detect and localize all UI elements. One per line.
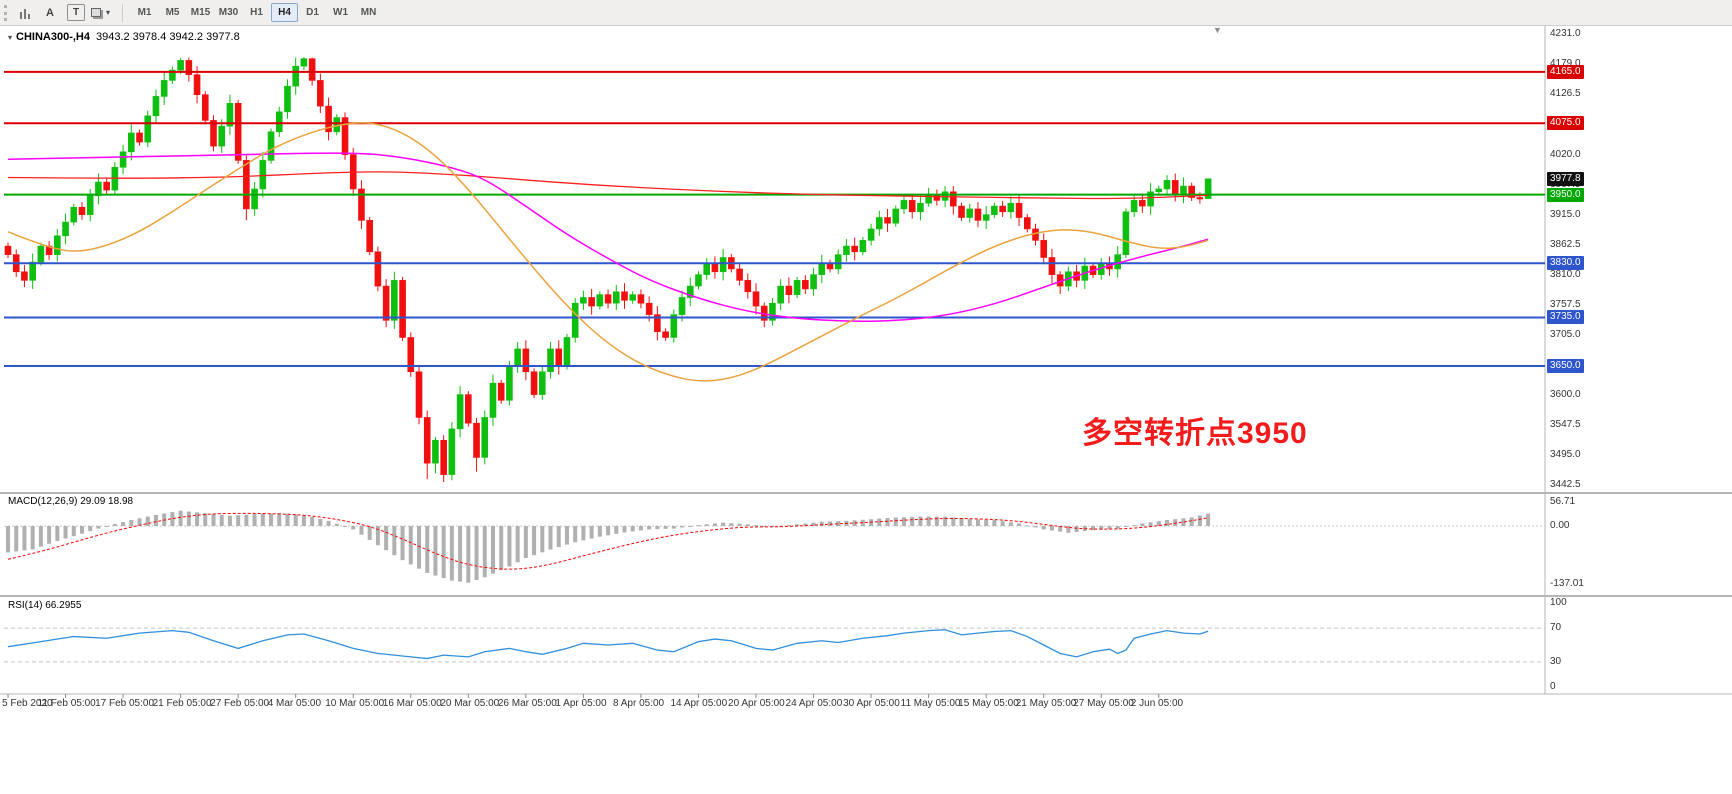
time-label: 4 Mar 05:00	[267, 698, 322, 709]
time-label: 21 May 05:00	[1015, 698, 1077, 709]
time-axis[interactable]: 5 Feb 2020 11 Feb 05:00 17 Feb 05:00 21 Feb…	[0, 697, 1545, 713]
chart-canvas[interactable]	[0, 0, 1732, 714]
timeframe-mn[interactable]: MN	[360, 7, 377, 18]
price-tick: 3600.0	[1550, 388, 1581, 400]
price-badge: 4165.0	[1547, 64, 1584, 79]
price-tick: 3810.0	[1550, 268, 1581, 280]
price-tick: 3915.0	[1550, 208, 1581, 220]
expand-triangle-icon[interactable]: ▾	[8, 33, 13, 42]
price-tick: 3862.5	[1550, 238, 1581, 250]
time-label: 26 Mar 05:00	[497, 698, 557, 709]
ma-fast-orange-line	[7, 122, 1209, 382]
objects-dropdown-button[interactable]: ▾	[87, 3, 114, 23]
time-label: 14 Apr 05:00	[670, 698, 728, 709]
price-badge: 3977.8	[1547, 171, 1584, 186]
macd-scale-label: 56.71	[1550, 495, 1576, 507]
time-label: 24 Apr 05:00	[785, 698, 843, 709]
text-label-button[interactable]: A	[46, 6, 54, 19]
time-label: 16 Mar 05:00	[382, 698, 442, 709]
time-label: 20 Apr 05:00	[728, 698, 785, 709]
timeframe-d1[interactable]: D1	[306, 7, 319, 18]
price-badge: 4075.0	[1547, 116, 1584, 131]
price-tick: 3705.0	[1550, 328, 1581, 340]
time-label: 30 Apr 05:00	[843, 698, 900, 709]
ohlc-values: 3943.2 3978.4 3942.2 3977.8	[95, 31, 240, 43]
chart-title: ▾ CHINA300-,H4 3943.2 3978.4 3942.2 3977.8	[8, 31, 240, 43]
time-label: 2 Jun 05:00	[1130, 698, 1184, 709]
price-scale[interactable]: 4231.04179.04126.54075.04020.03967.53915…	[1547, 0, 1627, 714]
time-label: 5 Feb 2020	[2, 698, 53, 709]
timeframe-m30[interactable]: M30	[218, 7, 239, 18]
time-label: 11 Feb 05:00	[37, 698, 96, 709]
timeframe-m1[interactable]: M1	[137, 7, 152, 18]
rsi-line	[7, 629, 1209, 660]
layers-icon	[91, 8, 101, 17]
price-tick: 3547.5	[1550, 418, 1581, 430]
price-badge: 3950.0	[1547, 187, 1584, 202]
timeframe-m15[interactable]: M15	[190, 7, 211, 18]
chart-shift-marker[interactable]: ▼	[1213, 25, 1222, 35]
price-tick: 3442.5	[1550, 478, 1581, 490]
price-tick: 3495.0	[1550, 448, 1581, 460]
rsi-scale-label: 0	[1550, 681, 1556, 693]
time-label: 20 Mar 05:00	[440, 698, 500, 709]
ma-slow-red-line	[7, 171, 1209, 200]
ma-mid-magenta-line	[7, 152, 1209, 322]
text-box-button[interactable]: T	[67, 4, 85, 21]
price-badge: 3735.0	[1547, 310, 1584, 325]
timeframe-group: M1 M5 M15 M30 H1 H4 D1 W1 MN	[131, 3, 382, 22]
timeframe-m5[interactable]: M5	[165, 7, 180, 18]
toolbar: A T ▾ M1 M5 M15 M30 H1 H4 D1 W1 MN	[0, 0, 1732, 26]
price-tick: 4179.0	[1550, 57, 1581, 69]
timeframe-h4[interactable]: H4	[271, 3, 299, 22]
toolbar-separator	[122, 3, 124, 22]
macd-scale-label: 0.00	[1550, 520, 1570, 531]
time-label: 17 Feb 05:00	[95, 698, 155, 709]
time-label: 8 Apr 05:00	[612, 698, 665, 709]
price-tick: 4231.0	[1550, 28, 1581, 40]
annotation-text[interactable]: 多空转折点3950	[1082, 417, 1308, 450]
price-badge: 3650.0	[1547, 359, 1584, 374]
price-tick: 3757.5	[1550, 298, 1581, 310]
rsi-scale-label: 30	[1550, 655, 1562, 667]
timeframe-h1[interactable]: H1	[250, 7, 263, 18]
price-badge: 3830.0	[1547, 256, 1584, 271]
time-label: 10 Mar 05:00	[325, 698, 385, 709]
time-label: 1 Apr 05:00	[555, 698, 607, 709]
candles-layer[interactable]	[4, 56, 1212, 483]
time-label: 27 May 05:00	[1073, 698, 1134, 709]
caret-down-icon: ▾	[106, 8, 111, 17]
time-label: 27 Feb 05:00	[210, 698, 270, 709]
macd-label: MACD(12,26,9) 29.09 18.98	[8, 496, 134, 507]
symbol-period: CHINA300-,H4	[16, 31, 90, 43]
toolbar-grip[interactable]	[4, 4, 10, 21]
bar-chart-button[interactable]	[15, 3, 37, 23]
price-tick: 4020.0	[1550, 148, 1581, 160]
macd-signal-line	[7, 512, 1209, 570]
time-label: 21 Feb 05:00	[152, 698, 212, 709]
time-label: 15 May 05:00	[958, 698, 1019, 709]
time-label: 11 May 05:00	[900, 698, 961, 709]
rsi-label: RSI(14) 66.2955	[8, 600, 82, 611]
bar-chart-icon	[20, 8, 30, 19]
price-tick: 4126.5	[1550, 87, 1581, 99]
rsi-scale-label: 70	[1550, 622, 1562, 634]
rsi-scale-label: 100	[1550, 596, 1567, 608]
macd-scale-label: -137.01	[1550, 578, 1584, 590]
macd-histogram	[6, 510, 1211, 583]
timeframe-w1[interactable]: W1	[333, 7, 349, 18]
